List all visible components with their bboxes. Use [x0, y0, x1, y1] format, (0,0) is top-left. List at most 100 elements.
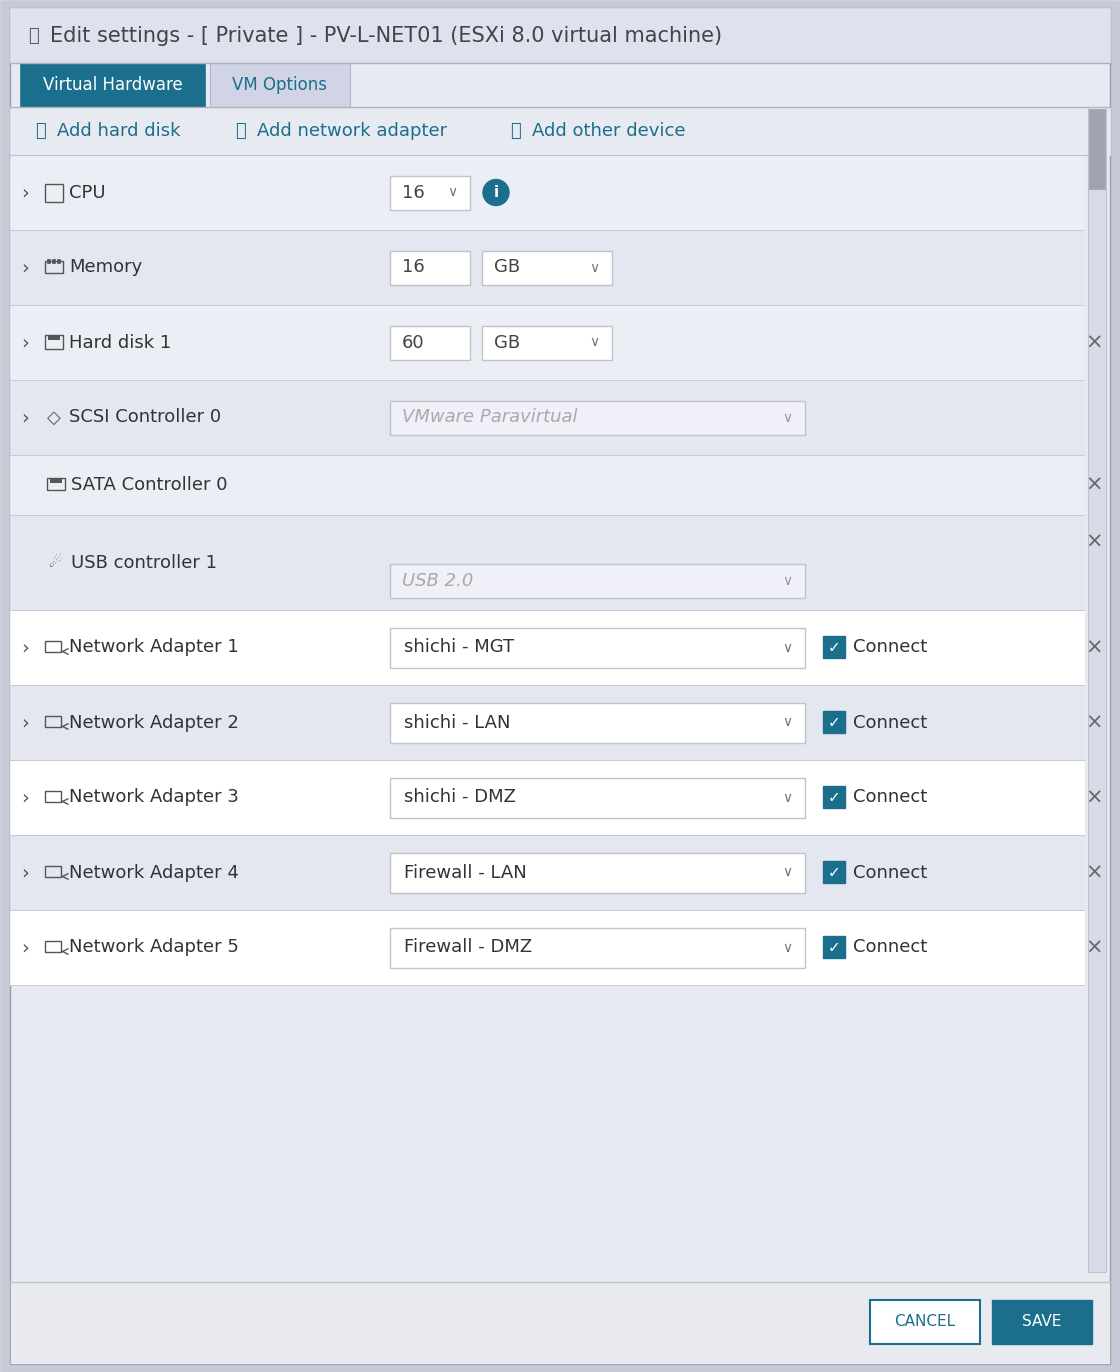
Text: Network Adapter 2: Network Adapter 2 [69, 713, 239, 731]
Bar [992, 1301, 1092, 1345]
Bar [57, 258, 60, 262]
Text: ∨: ∨ [782, 866, 792, 879]
Text: ×: × [1085, 638, 1103, 657]
Bar [45, 184, 63, 202]
Bar [390, 927, 805, 967]
Text: Add network adapter: Add network adapter [256, 122, 447, 140]
Text: Hard disk 1: Hard disk 1 [69, 333, 171, 351]
Text: shichi - DMZ: shichi - DMZ [404, 789, 516, 807]
Bar [52, 258, 55, 262]
Bar [45, 335, 63, 348]
Bar [390, 627, 805, 668]
Text: ›: › [21, 407, 29, 427]
Text: Add other device: Add other device [532, 122, 685, 140]
Bar [10, 8, 1110, 63]
Text: Firewall - LAN: Firewall - LAN [404, 863, 526, 881]
Bar [823, 860, 844, 882]
Text: ∨: ∨ [782, 641, 792, 654]
Text: ›: › [21, 638, 29, 657]
Text: Connect: Connect [853, 938, 927, 956]
Text: SATA Controller 0: SATA Controller 0 [71, 476, 227, 494]
Text: CANCEL: CANCEL [895, 1314, 955, 1329]
Bar [823, 711, 844, 733]
Bar [10, 1281, 1110, 1364]
Bar [10, 685, 1084, 760]
Text: Network Adapter 3: Network Adapter 3 [69, 789, 239, 807]
Text: ✓: ✓ [828, 790, 840, 805]
Circle shape [483, 180, 508, 206]
Text: ∨: ∨ [782, 790, 792, 804]
Bar [870, 1301, 980, 1345]
Bar [10, 514, 1084, 611]
Text: 16: 16 [402, 184, 424, 202]
Text: Network Adapter 5: Network Adapter 5 [69, 938, 239, 956]
Text: VMware Paravirtual: VMware Paravirtual [402, 409, 578, 427]
Text: ›: › [21, 333, 29, 353]
Bar [10, 107, 1110, 155]
Bar [20, 63, 205, 107]
Text: Network Adapter 4: Network Adapter 4 [69, 863, 239, 881]
Bar [45, 866, 60, 877]
Text: ›: › [21, 863, 29, 882]
Bar [823, 786, 844, 808]
Text: i: i [494, 185, 498, 200]
Text: SCSI Controller 0: SCSI Controller 0 [69, 409, 221, 427]
Text: ⎕: ⎕ [510, 122, 521, 140]
Text: shichi - LAN: shichi - LAN [404, 713, 511, 731]
Text: ✓: ✓ [828, 940, 840, 955]
Text: CPU: CPU [69, 184, 105, 202]
Text: ›: › [21, 258, 29, 277]
Bar [10, 836, 1084, 910]
Text: ✓: ✓ [828, 639, 840, 654]
Bar [482, 325, 612, 359]
Text: 60: 60 [402, 333, 424, 351]
Text: ×: × [1085, 788, 1103, 808]
Text: Add hard disk: Add hard disk [57, 122, 180, 140]
Text: SAVE: SAVE [1023, 1314, 1062, 1329]
Bar [45, 641, 60, 652]
Bar [48, 335, 60, 339]
Text: ∨: ∨ [782, 573, 792, 589]
Bar [390, 251, 470, 284]
Bar [390, 325, 470, 359]
Text: ×: × [1085, 863, 1103, 882]
Text: VM Options: VM Options [233, 75, 327, 95]
Bar [45, 716, 60, 727]
Text: ✓: ✓ [828, 864, 840, 879]
Text: GB: GB [494, 258, 520, 277]
Bar [45, 261, 63, 273]
Bar [1088, 107, 1105, 1272]
Text: ×: × [1085, 475, 1103, 495]
Text: 16: 16 [402, 258, 424, 277]
Bar [45, 790, 60, 801]
Text: Edit settings - [ Private ] - PV-L-NET01 (ESXi 8.0 virtual machine): Edit settings - [ Private ] - PV-L-NET01… [50, 26, 722, 45]
Bar [45, 940, 60, 952]
Bar [823, 936, 844, 958]
Text: ∨: ∨ [589, 261, 599, 274]
Text: ›: › [21, 788, 29, 807]
Text: Connect: Connect [853, 863, 927, 881]
Bar [10, 760, 1084, 836]
Bar [390, 564, 805, 598]
Text: shichi - MGT: shichi - MGT [404, 638, 514, 656]
Text: USB 2.0: USB 2.0 [402, 572, 474, 590]
Bar [50, 477, 62, 483]
Bar [823, 635, 844, 657]
Bar [10, 456, 1084, 514]
Text: ∨: ∨ [782, 410, 792, 424]
Text: Virtual Hardware: Virtual Hardware [43, 75, 183, 95]
Text: Memory: Memory [69, 258, 142, 277]
Text: ✓: ✓ [828, 715, 840, 730]
Text: ∨: ∨ [589, 336, 599, 350]
Text: ∨: ∨ [782, 716, 792, 730]
Text: ×: × [1085, 937, 1103, 958]
Text: ⎕: ⎕ [35, 122, 46, 140]
Text: USB controller 1: USB controller 1 [71, 553, 217, 572]
Bar [390, 702, 805, 742]
Bar [10, 305, 1084, 380]
Text: ⎙: ⎙ [28, 26, 39, 44]
Bar [482, 251, 612, 284]
Text: ☄: ☄ [49, 556, 63, 569]
Text: ›: › [21, 182, 29, 202]
Bar [10, 155, 1084, 230]
